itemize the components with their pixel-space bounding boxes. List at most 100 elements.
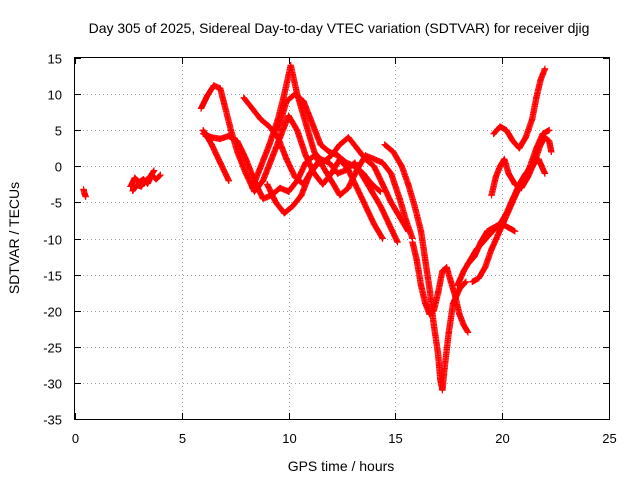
data-point <box>511 228 519 235</box>
data-point <box>225 132 232 140</box>
data-point <box>82 193 89 200</box>
data-point <box>345 134 352 141</box>
data-point <box>351 163 359 170</box>
data-point <box>417 228 425 235</box>
data-track <box>381 141 470 394</box>
data-point <box>452 293 459 300</box>
y-tick-label: 0 <box>55 160 62 175</box>
data-point <box>426 311 433 318</box>
data-point <box>362 202 369 210</box>
data-point <box>411 202 418 210</box>
data-point <box>522 134 529 141</box>
data-point <box>157 171 164 179</box>
data-point <box>539 130 546 138</box>
data-point <box>293 127 301 134</box>
data-point <box>469 278 476 286</box>
data-point <box>387 199 395 206</box>
data-marker-trail <box>197 82 386 242</box>
data-point <box>281 210 288 217</box>
data-point <box>481 264 489 271</box>
data-track <box>409 238 472 336</box>
data-point <box>464 260 472 267</box>
data-point <box>146 173 153 181</box>
data-point <box>537 141 544 148</box>
data-point <box>439 267 446 275</box>
data-point <box>234 137 241 145</box>
data-point <box>283 155 290 163</box>
data-point <box>501 217 508 224</box>
x-axis-label: GPS time / hours <box>288 458 395 474</box>
data-point <box>266 141 273 148</box>
data-point <box>368 188 376 195</box>
data-point <box>283 98 290 105</box>
data-point <box>462 278 470 286</box>
x-tick-label: 5 <box>179 431 186 446</box>
data-point <box>257 116 265 123</box>
data-point <box>454 282 461 289</box>
data-point <box>259 195 267 202</box>
data-point <box>142 177 149 184</box>
data-point <box>131 174 139 182</box>
data-point <box>334 170 341 177</box>
data-point <box>460 321 467 329</box>
data-point <box>488 246 495 253</box>
data-point <box>227 127 235 134</box>
data-point <box>81 190 88 197</box>
data-point <box>379 181 386 188</box>
data-point <box>370 163 378 170</box>
data-point <box>249 105 256 112</box>
data-point <box>368 181 376 188</box>
data-point <box>422 300 429 307</box>
data-point <box>138 183 145 190</box>
x-tick-label: 0 <box>72 431 79 446</box>
data-point <box>315 159 322 166</box>
data-point <box>548 148 555 156</box>
data-point <box>492 173 499 181</box>
data-point <box>300 98 307 105</box>
data-point <box>210 82 218 89</box>
data-point <box>488 191 495 199</box>
data-point <box>434 289 442 296</box>
tick-labels: 0 5 10 15 20 25 15 10 5 0 -5 -10 -15 -20 -25 -30 -35 <box>43 52 617 447</box>
data-point <box>242 170 250 177</box>
data-point <box>291 90 299 98</box>
data-point <box>285 112 292 119</box>
data-point <box>264 181 271 188</box>
data-point <box>528 116 536 123</box>
y-tick-label: -10 <box>43 233 62 248</box>
data-point <box>396 213 403 221</box>
data-point <box>494 231 502 239</box>
data-point <box>276 184 284 192</box>
data-point <box>268 155 275 163</box>
y-tick-label: 5 <box>55 124 62 139</box>
data-point <box>387 170 395 177</box>
data-point <box>398 163 406 170</box>
y-axis-label: SDTVAR / TECUs <box>6 182 22 294</box>
data-point <box>360 170 367 177</box>
data-point <box>447 278 455 286</box>
data-point <box>129 187 136 195</box>
data-point <box>302 119 309 127</box>
data-point <box>133 181 141 189</box>
data-point <box>345 184 352 192</box>
y-tick-label: -35 <box>43 413 62 428</box>
data-point <box>541 170 549 177</box>
data-point <box>460 267 467 275</box>
data-point <box>199 130 207 138</box>
data-point <box>289 202 297 210</box>
data-point <box>509 137 517 145</box>
data-point <box>152 176 160 183</box>
data-point <box>362 155 369 163</box>
data-point <box>336 141 344 148</box>
data-point <box>328 177 335 184</box>
data-point <box>240 94 247 101</box>
data-point <box>249 184 256 192</box>
x-tick-label: 25 <box>602 431 616 446</box>
data-point <box>317 141 324 148</box>
data-point <box>409 238 416 246</box>
data-point <box>370 155 378 163</box>
plot-frame <box>74 57 610 420</box>
y-tick-label: -25 <box>43 341 62 356</box>
data-point <box>379 159 386 166</box>
data-point <box>274 134 282 141</box>
